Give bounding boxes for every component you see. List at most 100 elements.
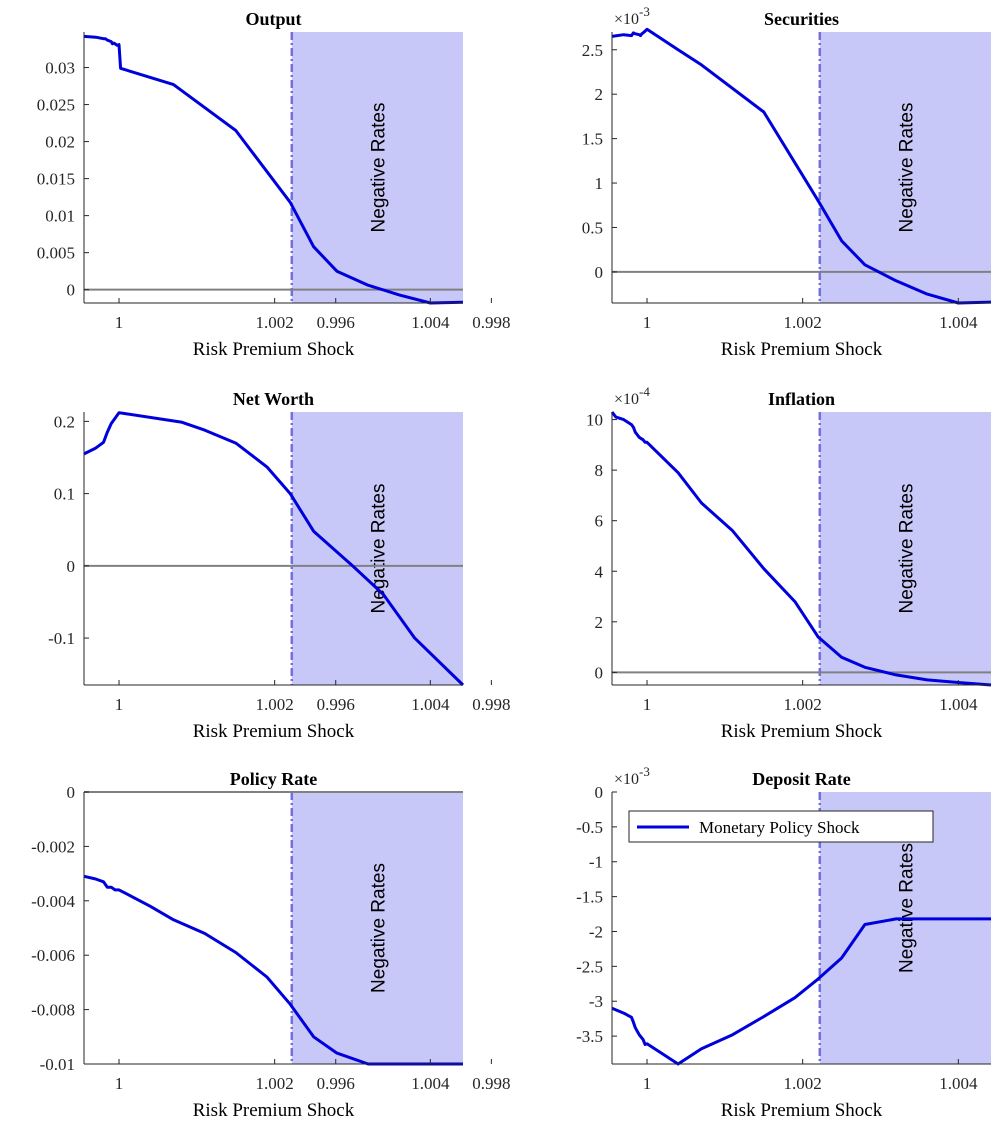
x-tick-label: 1.002 — [256, 695, 294, 714]
negative-rates-label: Negative Rates — [896, 843, 917, 973]
y-tick-label: -1 — [589, 853, 603, 872]
y-tick-label: 0.025 — [37, 96, 75, 115]
y-tick-label: 2 — [595, 613, 604, 632]
y-exponent-label: ×10-3 — [614, 764, 650, 788]
x-tick-label: 1 — [643, 695, 652, 714]
negative-rates-label: Negative Rates — [368, 103, 389, 233]
negative-rates-label: Negative Rates — [368, 863, 389, 993]
x-tick-label: 1.002 — [784, 695, 822, 714]
series-line — [611, 917, 991, 1066]
x-tick-label: 1 — [115, 695, 124, 714]
y-tick-label: 0.02 — [45, 133, 75, 152]
y-tick-label: -0.002 — [31, 837, 75, 856]
x-axis-label: Risk Premium Shock — [721, 1100, 883, 1121]
series-line — [83, 34, 464, 305]
x-axis-label: Risk Premium Shock — [721, 721, 883, 742]
x-axis-label: Risk Premium Shock — [193, 1100, 355, 1121]
y-tick-label: -2 — [589, 922, 603, 941]
x-tick-label: 0.996 — [317, 1074, 355, 1093]
x-tick-label: 0.996 — [317, 313, 355, 332]
negative-rates-region — [819, 32, 991, 303]
panel-title: Net Worth — [233, 389, 314, 409]
negative-rates-region — [291, 412, 463, 685]
chart-panel-5: Negative Rates0.9960.99811.0021.004-0.01… — [31, 769, 463, 1121]
legend: Monetary Policy Shock — [628, 810, 934, 843]
y-exponent-label: ×10-3 — [614, 4, 650, 28]
y-tick-label: 2 — [595, 85, 604, 104]
x-tick-label: 0.996 — [317, 695, 355, 714]
x-axis-label: Risk Premium Shock — [193, 339, 355, 360]
x-axis-label: Risk Premium Shock — [193, 721, 355, 742]
x-tick-label: 1.002 — [256, 313, 294, 332]
y-tick-label: 0 — [595, 263, 604, 282]
x-tick-label: 1.002 — [784, 313, 822, 332]
chart-panel-3: Negative Rates0.9960.99811.0021.004-0.10… — [48, 389, 465, 742]
chart-panel-2: Negative Rates 0.996 0.998 1 1.002 1.004 0 0.5 1… — [317, 4, 992, 360]
y-tick-label: 0 — [67, 281, 76, 300]
x-axis-label: Risk Premium Shock — [721, 339, 883, 360]
x-tick-label: 1 — [643, 1074, 652, 1093]
y-tick-label: 0 — [67, 783, 76, 802]
y-tick-label: 1 — [595, 174, 604, 193]
y-tick-label: 10 — [586, 411, 603, 430]
x-tick-label: 0.998 — [472, 1074, 510, 1093]
series-line — [83, 411, 465, 687]
x-tick-label: 1 — [115, 313, 124, 332]
x-tick-label: 1 — [115, 1074, 124, 1093]
y-tick-label: 2.5 — [582, 41, 603, 60]
negative-rates-region — [291, 792, 463, 1064]
x-tick-label: 0.998 — [472, 313, 510, 332]
x-tick-label: 0.998 — [472, 695, 510, 714]
series-line — [611, 27, 992, 305]
x-tick-label: 1 — [643, 313, 652, 332]
y-tick-label: 1.5 — [582, 130, 603, 149]
y-tick-label: 0.015 — [37, 170, 75, 189]
x-tick-label: 1.004 — [411, 695, 450, 714]
legend-label: Monetary Policy Shock — [699, 818, 860, 837]
panel-title: Deposit Rate — [752, 769, 850, 789]
panel-title: Output — [245, 9, 301, 29]
y-tick-label: 0 — [595, 783, 604, 802]
negative-rates-region — [819, 412, 991, 685]
negative-rates-region — [291, 32, 463, 303]
series-line — [610, 411, 992, 687]
y-tick-label: 0 — [67, 557, 76, 576]
y-tick-label: -1.5 — [576, 888, 603, 907]
chart-panel-4: Negative Rates 0.996 0.998 1 1.002 1.004 0 2 4 6 8… — [317, 384, 992, 742]
x-tick-label: 1.002 — [256, 1074, 294, 1093]
y-tick-label: 0.01 — [45, 207, 75, 226]
y-tick-label: 0.1 — [54, 485, 75, 504]
y-tick-label: -0.008 — [31, 1001, 75, 1020]
y-tick-label: -3.5 — [576, 1027, 603, 1046]
y-tick-label: -0.01 — [40, 1055, 75, 1074]
x-tick-label: 1.002 — [784, 1074, 822, 1093]
y-tick-label: 0.2 — [54, 412, 75, 431]
chart-panel-6: Negative Rates 0.996 0.998 1 1.002 1.004 -3.5 -… — [317, 764, 991, 1121]
x-tick-label: 1.004 — [411, 1074, 450, 1093]
y-tick-label: 0 — [595, 663, 604, 682]
panel-title: Inflation — [768, 389, 835, 409]
y-tick-label: -2.5 — [576, 957, 603, 976]
x-tick-label: 1.004 — [939, 1074, 978, 1093]
x-tick-label: 1.004 — [939, 313, 978, 332]
y-tick-label: -0.006 — [31, 946, 75, 965]
y-tick-label: -0.1 — [48, 629, 75, 648]
y-tick-label: -3 — [589, 992, 603, 1011]
y-tick-label: -0.004 — [31, 892, 75, 911]
negative-rates-label: Negative Rates — [896, 484, 917, 614]
y-exponent-label: ×10-4 — [614, 384, 650, 408]
panel-title: Policy Rate — [230, 769, 317, 789]
y-tick-label: 0.5 — [582, 218, 603, 237]
y-tick-label: 4 — [595, 562, 604, 581]
series-line — [83, 874, 463, 1066]
negative-rates-label: Negative Rates — [368, 484, 389, 614]
negative-rates-label: Negative Rates — [896, 103, 917, 233]
x-tick-label: 1.004 — [411, 313, 450, 332]
panel-title: Securities — [764, 9, 839, 29]
y-tick-label: 8 — [595, 461, 604, 480]
y-tick-label: 6 — [595, 512, 604, 531]
y-tick-label: 0.03 — [45, 59, 75, 78]
y-tick-label: -0.5 — [576, 818, 603, 837]
x-tick-label: 1.004 — [939, 695, 978, 714]
